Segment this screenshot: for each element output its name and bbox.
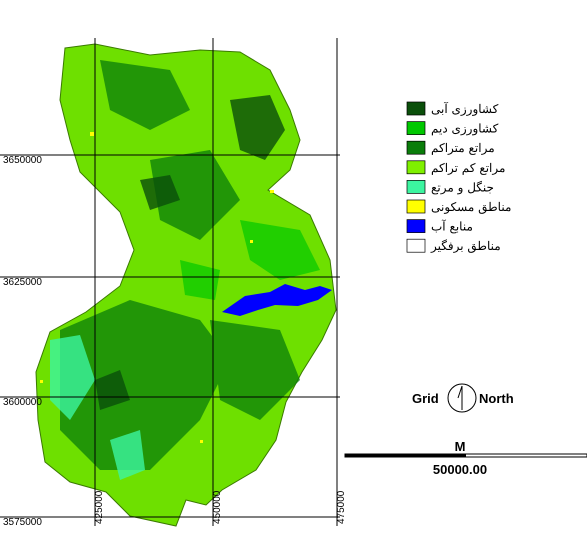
legend-swatch <box>407 122 425 135</box>
scale-unit: M <box>455 439 466 454</box>
legend-label: منابع آب <box>431 219 473 234</box>
north-arrow <box>448 384 476 412</box>
y-grid-label: 3600000 <box>3 397 42 408</box>
legend-label: مناطق برفگیر <box>430 239 501 253</box>
legend-swatch <box>407 200 425 213</box>
scale-bar <box>345 454 587 457</box>
legend-label: مراتع کم تراکم <box>431 161 505 175</box>
legend-swatch <box>407 239 425 252</box>
x-grid-label: 450000 <box>212 490 223 524</box>
legend-swatch <box>407 141 425 154</box>
y-grid-label: 3575000 <box>3 517 42 528</box>
legend-label: کشاورزی دیم <box>431 122 499 136</box>
legend-label: کشاورزی آبی <box>431 101 499 116</box>
legend: کشاورزی آبی کشاورزی دیم مراتع متراکم مراتع … <box>407 101 511 253</box>
legend-label: جنگل و مرتع <box>431 180 494 194</box>
study-area <box>36 44 336 526</box>
north-right: North <box>479 391 514 406</box>
map-figure: 3650000 3625000 3600000 3575000 425000 4… <box>0 0 587 554</box>
y-grid-label: 3650000 <box>3 155 42 166</box>
north-left: Grid <box>412 391 439 406</box>
legend-swatch <box>407 220 425 233</box>
legend-label: مراتع متراکم <box>431 141 495 155</box>
y-grid-label: 3625000 <box>3 277 42 288</box>
scale-length: 50000.00 <box>433 462 487 477</box>
legend-swatch <box>407 102 425 115</box>
legend-label: مناطق مسکونی <box>431 200 511 214</box>
legend-swatch <box>407 180 425 193</box>
x-grid-label: 425000 <box>94 490 105 524</box>
x-grid-label: 475000 <box>336 490 347 524</box>
legend-swatch <box>407 161 425 174</box>
